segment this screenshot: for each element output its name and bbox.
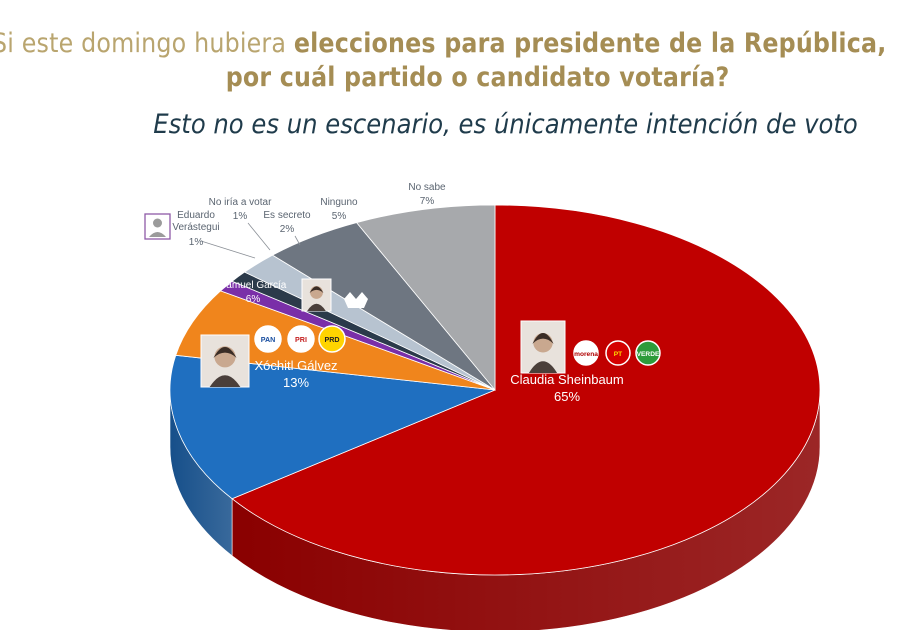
question-prefix: Si este domingo hubiera	[0, 28, 294, 59]
svg-text:PRD: PRD	[324, 336, 339, 344]
leader-line-5	[294, 235, 301, 246]
question-line-1: Si este domingo hubiera elecciones para …	[0, 28, 886, 59]
slice-label-2: Samuel García	[220, 280, 287, 291]
mc-logo	[344, 292, 368, 308]
svg-text:PT: PT	[614, 351, 622, 358]
slice-value-6: 5%	[332, 211, 347, 222]
slice-label-4: No iría a votar	[209, 197, 272, 208]
leader-line-3	[200, 240, 256, 259]
galvez-photo	[200, 334, 250, 388]
slice-value-5: 2%	[280, 224, 295, 235]
question-bold-2: por cuál partido o candidato votaría?	[226, 62, 730, 93]
pie-leader-lines	[200, 222, 301, 259]
svg-text:PRI: PRI	[295, 336, 307, 344]
slice-value-7: 7%	[420, 196, 435, 207]
question-bold-1: elecciones para presidente de la Repúbli…	[293, 28, 887, 59]
slice-value-1: 13%	[283, 375, 309, 390]
garcia-photo	[301, 278, 332, 312]
slice-value-4: 1%	[233, 211, 248, 222]
slice-label-6: Ninguno	[320, 197, 358, 208]
pan-logo: PAN	[254, 325, 282, 353]
slice-value-0: 65%	[554, 389, 580, 404]
sheinbaum-photo	[520, 320, 566, 374]
prd-logo: PRD	[318, 325, 346, 353]
pie-tops	[169, 204, 821, 576]
slice-label-1: Xóchitl Gálvez	[254, 358, 337, 373]
slice-label-5: Es secreto	[263, 210, 311, 221]
svg-text:morena: morena	[574, 351, 598, 358]
verde-logo: VERDE	[635, 340, 661, 366]
pri-logo: PRI	[287, 325, 315, 353]
slice-value-3: 1%	[189, 237, 204, 248]
svg-text:PAN: PAN	[261, 336, 276, 344]
slice-value-2: 6%	[246, 294, 261, 305]
verastegui-photo	[144, 213, 171, 240]
pie-slice-7	[355, 204, 496, 392]
pie-labels: Claudia Sheinbaum 65% Xóchitl Gálvez 13% Sam…	[172, 182, 623, 404]
pie-slice-1	[169, 354, 496, 500]
pie-slice-0	[231, 204, 821, 576]
chart-subtitle: Esto no es un escenario, es únicamente i…	[153, 109, 858, 140]
pt-logo: PT	[605, 340, 631, 366]
slice-label-0: Claudia Sheinbaum	[510, 372, 623, 387]
question-line-2: por cuál partido o candidato votaría?	[226, 62, 730, 93]
leader-line-4	[247, 222, 271, 251]
pie-candidate-extras: morena PT VERDE PAN PRI PRD	[144, 213, 661, 388]
slice-label-3: Eduardo Verástegui	[172, 210, 219, 233]
slice-label-7: No sabe	[408, 182, 446, 193]
morena-logo: morena	[573, 340, 599, 366]
svg-text:VERDE: VERDE	[637, 351, 660, 358]
